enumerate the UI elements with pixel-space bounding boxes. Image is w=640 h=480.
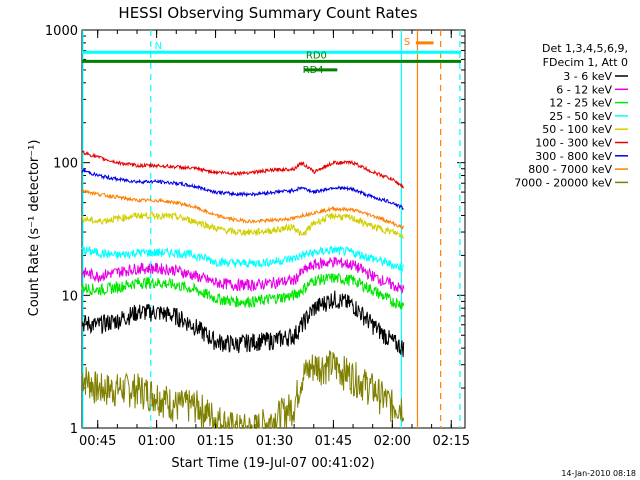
series-line-4 <box>81 210 405 240</box>
legend-header-line-1: Det 1,3,4,5,6,9, <box>542 42 628 55</box>
series-line-7 <box>81 188 405 230</box>
legend-label: 12 - 25 keV <box>549 97 612 110</box>
legend-label: 7000 - 20000 keV <box>514 176 612 189</box>
series-lines <box>81 150 405 429</box>
series-line-5 <box>81 150 405 189</box>
series-line-6 <box>81 167 404 210</box>
x-tick-label: 01:45 <box>315 434 352 449</box>
annotation-label-n: N <box>155 41 162 52</box>
footer-date: 14-Jan-2010 08:18 <box>561 469 636 478</box>
chart-title: HESSI Observing Summary Count Rates <box>118 4 417 22</box>
vertical-markers <box>82 30 461 428</box>
x-axis-label: Start Time (19-Jul-07 00:41:02) <box>171 456 374 471</box>
annotation-label-rd0: RD0 <box>306 50 327 61</box>
x-tick-label: 02:15 <box>433 434 470 449</box>
x-tick-label: 01:30 <box>256 434 293 449</box>
series-line-8 <box>81 350 405 429</box>
legend-label: 6 - 12 keV <box>556 83 612 96</box>
series-line-0 <box>81 290 405 358</box>
plot-frame <box>81 29 466 429</box>
legend-label: 50 - 100 keV <box>542 123 612 136</box>
legend-label: 25 - 50 keV <box>549 110 612 123</box>
legend-label: 800 - 7000 keV <box>528 163 612 176</box>
y-tick-label: 1000 <box>45 24 78 39</box>
x-tick-label: 01:15 <box>197 434 234 449</box>
annotation-label-s: S <box>404 37 410 48</box>
annotation-bars: N S RD0 RD4 <box>82 37 462 76</box>
series-line-2 <box>81 273 405 310</box>
legend-label: 3 - 6 keV <box>563 70 612 83</box>
x-tick-label: 00:45 <box>79 434 116 449</box>
x-axis: 00:45 01:00 01:15 01:30 01:45 02:00 02:15 <box>79 30 470 449</box>
y-axis-label: Count Rate (s⁻¹ detector⁻¹) <box>27 140 42 317</box>
y-tick-label: 1 <box>70 422 78 437</box>
legend: Det 1,3,4,5,6,9, FDecim 1, Att 0 3 - 6 k… <box>514 42 628 189</box>
x-tick-label: 01:00 <box>138 434 175 449</box>
legend-label: 300 - 800 keV <box>535 150 612 163</box>
y-tick-label: 10 <box>61 289 78 304</box>
series-line-3 <box>81 245 405 273</box>
legend-header-line-2: FDecim 1, Att 0 <box>543 56 628 69</box>
y-axis: 1 10 100 1000 <box>45 24 465 437</box>
x-tick-label: 02:00 <box>374 434 411 449</box>
legend-label: 100 - 300 keV <box>535 137 612 150</box>
y-tick-label: 100 <box>53 157 78 172</box>
annotation-label-rd4: RD4 <box>303 65 324 76</box>
series-line-1 <box>81 256 405 295</box>
